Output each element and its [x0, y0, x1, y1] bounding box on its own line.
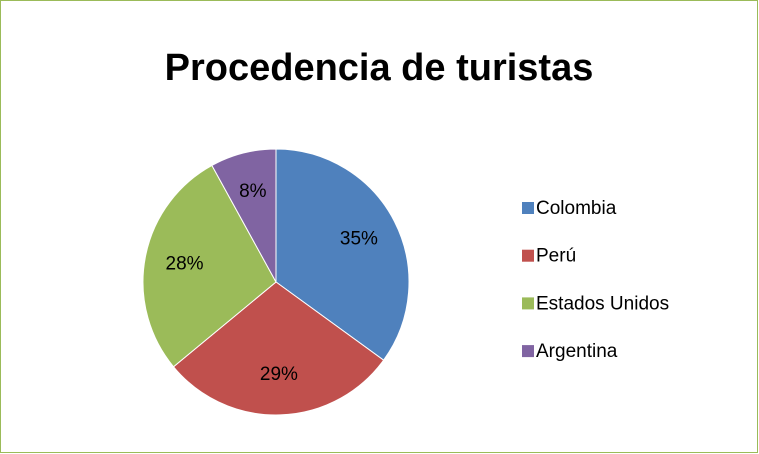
legend-label: Perú	[536, 246, 576, 267]
legend-swatch	[522, 345, 534, 358]
data-label: 28%	[166, 254, 204, 275]
legend-label: Colombia	[536, 198, 617, 219]
pie-slice	[275, 148, 410, 361]
legend-swatch	[522, 297, 534, 310]
chart-title: Procedencia de turistas	[165, 47, 594, 89]
pie-slice	[142, 164, 277, 368]
data-label: 29%	[260, 364, 298, 385]
data-label: 8%	[239, 181, 267, 202]
legend-swatch	[522, 202, 534, 214]
pie-slice	[172, 281, 385, 416]
data-label: 35%	[340, 229, 378, 250]
pie-slice	[211, 148, 277, 283]
legend-label: Argentina	[536, 341, 618, 362]
legend-swatch	[522, 249, 534, 262]
legend-label: Estados Unidos	[536, 293, 669, 314]
